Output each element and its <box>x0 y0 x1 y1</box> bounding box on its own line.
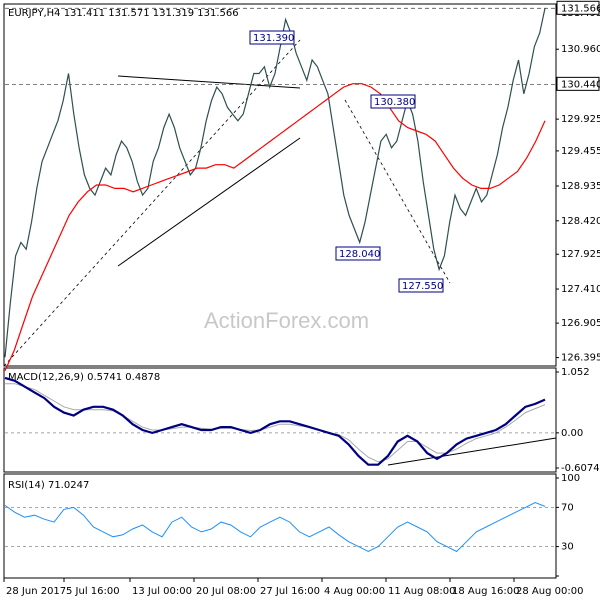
last-price-label-box <box>556 0 600 15</box>
price-header: EURJPY,H4 131.411 131.571 131.319 131.56… <box>8 8 239 19</box>
x-tick-label-0: 28 Jun 2017 <box>6 586 66 597</box>
price-ytick-label-7: 127.925 <box>561 249 600 260</box>
macd-panel-frame <box>3 367 557 473</box>
price-ytick-label-5: 128.935 <box>561 181 600 192</box>
hline-price-label-text: 130.440 <box>561 79 600 90</box>
price-layer: 131.390 130.380 128.040 127.550 <box>3 7 555 372</box>
x-tick-label-7: 18 Aug 16:00 <box>452 586 519 597</box>
dashed-trend-up <box>3 39 301 367</box>
x-tick-label-6: 11 Aug 08:00 <box>388 586 455 597</box>
hline-price-label-box <box>556 76 600 91</box>
annotation-label-3: 127.550 <box>402 281 443 292</box>
price-ma-line <box>4 83 546 372</box>
price-ytick-label-4: 129.455 <box>561 146 600 157</box>
macd-trendline <box>387 437 557 466</box>
annotation-label-2: 128.040 <box>339 249 380 260</box>
x-tick-label-3: 20 Jul 08:00 <box>196 586 256 597</box>
x-tick-label-5: 4 Aug 00:00 <box>324 586 385 597</box>
macd-main-line <box>4 376 546 466</box>
rsi-line <box>4 501 546 553</box>
macd-layer <box>4 376 557 466</box>
rsi-ytick-label-1: 70 <box>561 502 574 513</box>
macd-signal-line <box>5 383 546 463</box>
dashed-trend-down <box>344 99 451 284</box>
macd-ytick-label-2: -0.6074 <box>561 463 600 474</box>
annotation-box-2 <box>335 246 381 261</box>
annotation-box-1 <box>370 94 416 109</box>
annotation-label-1: 130.380 <box>374 97 415 108</box>
x-tick-label-1: 5 Jul 16:00 <box>66 586 120 597</box>
price-ytick-label-6: 128.420 <box>561 216 600 227</box>
trendline-bottom <box>117 137 301 267</box>
watermark: ActionForex.com <box>204 308 369 333</box>
macd-ytick-label-0: 1.052 <box>561 367 590 378</box>
price-panel-frame <box>3 3 557 367</box>
price-ytick-label-3: 129.925 <box>561 114 600 125</box>
annotation-box-0 <box>249 30 295 45</box>
macd-ytick-label-1: 0.00 <box>561 428 583 439</box>
axis-layer: 131.495130.960130.440129.925129.455128.9… <box>3 0 600 597</box>
rsi-panel-frame <box>3 473 557 579</box>
x-tick-label-2: 13 Jul 00:00 <box>132 586 192 597</box>
annotation-box-3 <box>398 278 444 293</box>
price-ytick-label-1: 130.960 <box>561 44 600 55</box>
rsi-ytick-label-0: 100 <box>561 473 580 484</box>
price-ytick-label-8: 127.410 <box>561 284 600 295</box>
x-tick-label-4: 27 Jul 16:00 <box>260 586 320 597</box>
price-ytick-label-9: 126.905 <box>561 318 600 329</box>
x-tick-label-8: 28 Aug 00:00 <box>516 586 583 597</box>
rsi-layer <box>4 501 555 553</box>
annotation-label-0: 131.390 <box>253 33 294 44</box>
rsi-ytick-label-2: 30 <box>561 542 574 553</box>
macd-header: MACD(12,26,9) 0.5741 0.4878 <box>8 372 160 383</box>
rsi-header: RSI(14) 71.0247 <box>8 480 89 491</box>
price-close-line <box>4 8 546 358</box>
price-ytick-label-10: 126.395 <box>561 353 600 364</box>
last-price-label-text: 131.566 <box>561 3 600 14</box>
